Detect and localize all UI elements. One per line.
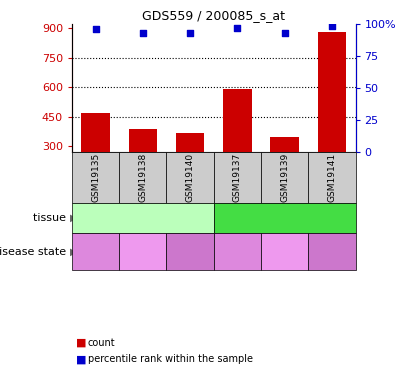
Text: GSM19140: GSM19140 — [186, 153, 194, 202]
Text: percentile rank within the sample: percentile rank within the sample — [88, 354, 252, 364]
Text: GSM19138: GSM19138 — [139, 153, 147, 202]
Bar — [176, 133, 204, 152]
Text: ileum: ileum — [127, 213, 158, 223]
Text: control: control — [82, 247, 109, 256]
Point — [234, 25, 241, 31]
Text: GSM19141: GSM19141 — [328, 153, 336, 202]
Text: colon: colon — [270, 213, 300, 223]
Text: disease state: disease state — [0, 247, 70, 256]
Text: ▶: ▶ — [70, 247, 77, 256]
Point — [281, 30, 288, 36]
Point — [92, 27, 99, 33]
Text: GSM19135: GSM19135 — [91, 153, 100, 202]
Bar — [270, 137, 299, 152]
Point — [139, 30, 146, 36]
Text: GSM19137: GSM19137 — [233, 153, 242, 202]
Point — [328, 22, 335, 28]
Text: ulcerative
colitis: ulcerative colitis — [313, 242, 351, 261]
Text: ulcerative
colitis: ulcerative colitis — [171, 242, 209, 261]
Bar — [223, 89, 252, 152]
Text: ▶: ▶ — [70, 213, 77, 223]
Text: tissue: tissue — [33, 213, 70, 223]
Text: Crohn's
disease: Crohn's disease — [270, 242, 299, 261]
Text: control: control — [224, 247, 251, 256]
Text: count: count — [88, 338, 115, 348]
Point — [187, 30, 193, 36]
Bar — [81, 112, 110, 152]
Text: GSM19139: GSM19139 — [280, 153, 289, 202]
Bar — [129, 129, 157, 152]
Title: GDS559 / 200085_s_at: GDS559 / 200085_s_at — [142, 9, 285, 22]
Text: ■: ■ — [76, 338, 87, 348]
Text: ■: ■ — [76, 354, 87, 364]
Text: Crohn's
disease: Crohn's disease — [128, 242, 157, 261]
Bar — [318, 32, 346, 152]
